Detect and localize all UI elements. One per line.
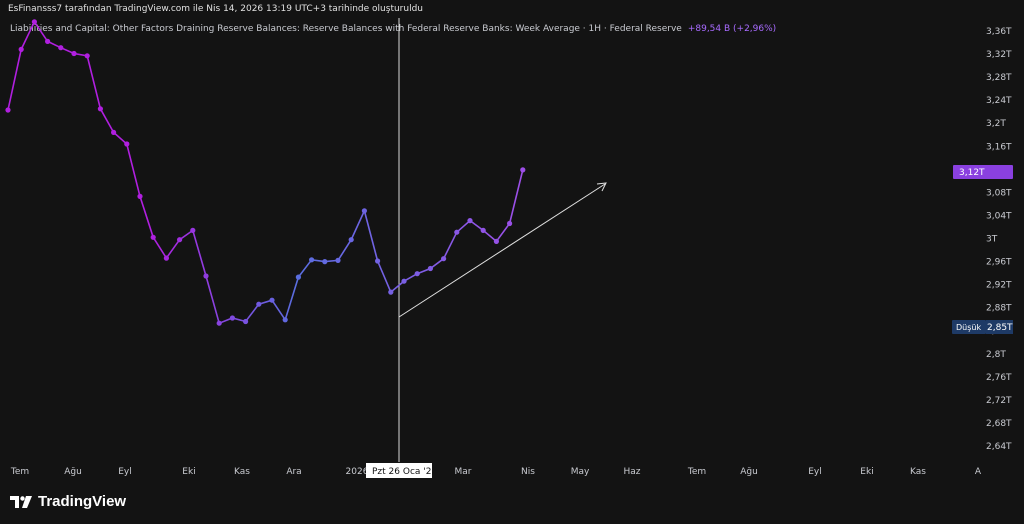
data-point [507, 220, 513, 227]
x-tick-label: Kas [234, 467, 250, 477]
attribution-text: EsFinansss7 tarafından TradingView.com i… [8, 4, 424, 14]
data-point [256, 301, 262, 307]
y-tick-label: 3T [986, 235, 998, 245]
data-point [467, 218, 473, 224]
data-point [203, 273, 209, 279]
data-point [348, 237, 354, 243]
x-tick-label: A [975, 467, 982, 477]
low-label: Düşük [956, 323, 981, 332]
crosshair-date-label: Pzt 26 Oca '26 [372, 467, 437, 477]
data-point [137, 193, 143, 199]
data-point [5, 107, 11, 113]
x-tick-label: Eyl [118, 467, 132, 477]
low-value-label: 2,85T [987, 323, 1013, 333]
data-point [295, 274, 301, 280]
x-tick-label: Ara [286, 467, 301, 477]
data-point [58, 45, 64, 51]
y-tick-label: 2,64T [986, 442, 1012, 452]
brand-name: TradingView [38, 493, 127, 510]
y-tick-label: 3,2T [986, 119, 1006, 129]
data-point [454, 229, 460, 235]
series-change: +89,54 B (+2,96%) [687, 24, 777, 34]
data-point [45, 38, 51, 45]
data-point [414, 271, 420, 277]
low-value-bg [986, 320, 1013, 334]
data-point [111, 129, 117, 135]
data-point [361, 208, 367, 214]
series-title: Liabilities and Capital: Other Factors D… [10, 24, 682, 34]
data-point [335, 257, 341, 263]
data-point [520, 167, 526, 173]
y-tick-label: 2,8T [986, 350, 1006, 360]
data-point [309, 257, 315, 263]
data-point [427, 265, 433, 272]
x-tick-label: Tem [10, 467, 29, 477]
data-point [84, 53, 90, 59]
y-tick-label: 2,72T [986, 396, 1012, 406]
data-point [493, 238, 499, 244]
y-tick-label: 3,32T [986, 50, 1012, 60]
y-tick-label: 3,36T [986, 27, 1012, 37]
data-point [124, 141, 130, 147]
x-tick-label: Eki [860, 467, 873, 477]
data-point [150, 234, 156, 240]
y-tick-label: 2,92T [986, 281, 1012, 291]
tradingview-logo-icon [10, 495, 32, 508]
data-point [216, 320, 222, 326]
y-axis: 3,36T3,32T3,28T3,24T3,2T3,16T3,12T3,08T3… [986, 27, 1012, 452]
x-tick-label: Nis [521, 467, 535, 477]
x-tick-label: Tem [687, 467, 706, 477]
x-tick-label: 2026 [346, 467, 369, 477]
x-tick-label: Eyl [808, 467, 822, 477]
y-tick-label: 3,08T [986, 188, 1012, 198]
data-point [243, 318, 249, 325]
y-tick-label: 3,24T [986, 96, 1012, 106]
x-tick-label: Haz [623, 467, 640, 477]
data-point [229, 315, 235, 321]
trend-arrow[interactable] [398, 182, 607, 318]
data-point [388, 289, 394, 295]
data-point [401, 278, 407, 284]
last-value-badge [953, 165, 1013, 179]
footer-brand[interactable]: TradingView [10, 493, 126, 510]
y-tick-label: 2,96T [986, 258, 1012, 268]
last-value-label: 3,12T [959, 168, 985, 178]
y-tick-label: 3,04T [986, 211, 1012, 221]
x-axis: Tem Ağu Eyl Eki Kas Ara 2026 Mar Nis May Haz Tem Ağu… [10, 467, 982, 477]
data-point [322, 259, 328, 265]
data-point [71, 50, 77, 57]
x-tick-label: Mar [455, 467, 472, 477]
y-tick-label: 2,88T [986, 304, 1012, 314]
x-tick-label: Ağu [740, 467, 758, 477]
low-badge [952, 320, 986, 334]
data-point [282, 317, 288, 323]
y-tick-label: 2,68T [986, 419, 1012, 429]
data-point [269, 297, 275, 303]
chart-title: Liabilities and Capital: Other Factors D… [10, 24, 776, 34]
data-point [177, 237, 183, 243]
series-line [7, 20, 524, 325]
data-point [190, 227, 196, 233]
y-tick-label: 2,76T [986, 373, 1012, 383]
crosshair-date-badge [366, 463, 432, 478]
data-point [31, 19, 37, 25]
x-tick-label: May [571, 467, 590, 477]
data-point [97, 106, 103, 112]
y-tick-label: 3,28T [986, 73, 1012, 83]
x-tick-label: Ağu [64, 467, 82, 477]
data-point [441, 256, 447, 262]
data-point [163, 255, 169, 261]
data-point [480, 227, 486, 233]
x-tick-label: Eki [182, 467, 195, 477]
data-point [18, 46, 24, 53]
x-tick-label: Kas [910, 467, 926, 477]
data-point [375, 258, 381, 264]
series-points [5, 19, 526, 326]
y-tick-label: 3,16T [986, 142, 1012, 152]
